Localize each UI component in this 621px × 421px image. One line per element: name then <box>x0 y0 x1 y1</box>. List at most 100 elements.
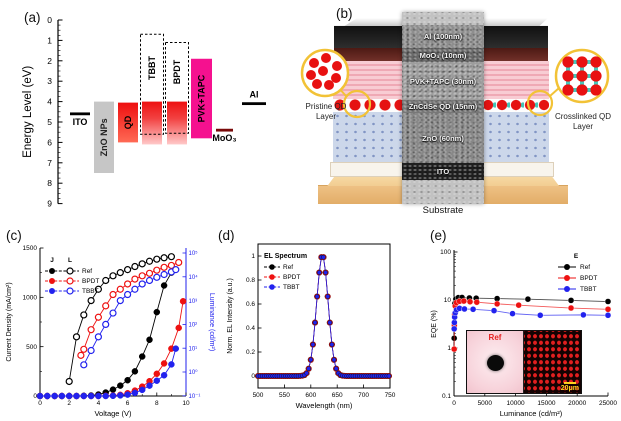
svg-text:500: 500 <box>26 344 37 351</box>
svg-text:ITO: ITO <box>73 117 88 127</box>
svg-text:8: 8 <box>47 178 52 188</box>
svg-text:Ref: Ref <box>82 268 92 275</box>
legend-el: EL Spectrum Ref BPDT TBBT <box>264 253 307 291</box>
svg-text:20000: 20000 <box>568 400 586 407</box>
svg-text:500: 500 <box>253 392 264 399</box>
svg-text:TBBT: TBBT <box>580 286 597 293</box>
svg-text:600: 600 <box>305 392 316 399</box>
series-l-bpdt <box>77 258 183 359</box>
svg-text:0: 0 <box>38 400 42 407</box>
level-qd: QD <box>118 102 138 143</box>
legend-jvl: J L Ref BPDT TBBT <box>45 257 99 295</box>
svg-text:1: 1 <box>251 253 255 260</box>
jvl-chart: 0 2 4 6 8 10 0 500 1000 1500 10⁵ 10⁴ 10³ 10² 10¹ 10⁰ 10⁻… <box>6 245 215 418</box>
qd-array-micrograph: 20μm <box>524 331 581 393</box>
svg-text:Ref: Ref <box>283 264 293 271</box>
svg-text:4: 4 <box>97 400 101 407</box>
svg-text:TBBT: TBBT <box>147 55 157 79</box>
svg-text:Current Density (mA/cm²): Current Density (mA/cm²) <box>6 282 13 361</box>
svg-text:10: 10 <box>182 400 190 407</box>
svg-text:0: 0 <box>452 400 456 407</box>
series-l-ref <box>65 253 175 386</box>
level-zno-nps: ZnO NPs <box>94 101 114 173</box>
device-photo-label: Ref <box>488 333 502 342</box>
svg-text:0.6: 0.6 <box>246 301 255 308</box>
panel-b-device-schematic: (b) Al (100nm) MoO₃ (10nm) PVK+TAPC (30nm)… <box>300 4 621 225</box>
svg-text:J: J <box>50 257 54 264</box>
svg-text:Al: Al <box>250 90 259 100</box>
svg-text:Luminance (cd/m²): Luminance (cd/m²) <box>208 293 215 351</box>
level-bpdt: BPDT <box>165 41 189 145</box>
svg-text:10²: 10² <box>189 323 198 329</box>
device-photo-inset: Ref 20μm <box>466 330 582 394</box>
energy-level-chart: 0 1 2 3 4 5 6 7 8 9 Energy Level (eV) ITO ZnO NPs QD T… <box>22 15 266 209</box>
panel-a-tag: (a) <box>24 10 41 25</box>
panel-c-jvl-chart: (c) 0 2 4 6 8 10 0 500 1000 1500 10⁵ 10⁴ 10³ 10² 10¹ 10… <box>0 226 218 421</box>
svg-text:4: 4 <box>47 97 52 107</box>
svg-text:550: 550 <box>279 392 290 399</box>
panel-a-energy-levels: (a) 0 1 2 3 4 5 6 7 8 9 Energy Level (eV) ITO ZnO NP… <box>0 0 305 225</box>
svg-text:1: 1 <box>447 345 451 352</box>
svg-text:0: 0 <box>251 373 255 380</box>
svg-text:5000: 5000 <box>478 400 493 407</box>
svg-text:6: 6 <box>126 400 130 407</box>
svg-text:Voltage (V): Voltage (V) <box>94 409 132 418</box>
svg-text:MoO₃: MoO₃ <box>212 133 236 143</box>
svg-text:10⁰: 10⁰ <box>189 369 199 376</box>
svg-text:1000: 1000 <box>23 295 38 302</box>
el-spectrum-chart: 500 550 600 650 700 750 0 0.2 0.4 0.6 0.8 1 Waveleng… <box>227 243 396 410</box>
panel-e-tag: (e) <box>430 228 447 243</box>
eqe-chart: 0 5000 10000 15000 20000 25000 100 10 1 0.1 Lumina… <box>431 249 617 418</box>
sem-layer-label-2: PVK+TAPC (30nm) <box>402 62 484 100</box>
panel-d-tag: (d) <box>218 228 235 243</box>
svg-text:Luminance (cd/m²): Luminance (cd/m²) <box>500 409 563 418</box>
level-moo-: MoO₃ <box>212 128 237 143</box>
svg-text:L: L <box>68 257 72 264</box>
svg-text:2: 2 <box>47 56 52 66</box>
crosslinked-qd-layer-label: Crosslinked QD Layer <box>554 112 611 131</box>
svg-text:0.4: 0.4 <box>246 325 255 332</box>
series-el-tbbt <box>255 254 392 379</box>
sem-layer-label-1: MoO₃ (10nm) <box>402 48 484 62</box>
svg-text:0.8: 0.8 <box>246 277 255 284</box>
sem-cross-section-strip: Al (100nm) MoO₃ (10nm) PVK+TAPC (30nm) ZnCd… <box>402 12 484 204</box>
level-ito: ITO <box>70 112 90 127</box>
svg-text:9: 9 <box>47 199 52 209</box>
series-eqe-tbbt <box>450 305 612 333</box>
sem-layer-label-5: ITO <box>402 163 484 180</box>
svg-text:QD: QD <box>123 115 133 129</box>
svg-text:7: 7 <box>47 158 52 168</box>
scale-bar-label: 20μm <box>561 382 579 392</box>
panel-b-tag: (b) <box>336 6 353 21</box>
level-pvk-tapc: PVK+TAPC <box>191 58 212 139</box>
svg-text:10⁴: 10⁴ <box>189 274 199 281</box>
svg-text:15000: 15000 <box>537 400 555 407</box>
svg-text:10⁵: 10⁵ <box>189 250 199 257</box>
svg-text:0: 0 <box>33 393 37 400</box>
level-tbbt: TBBT <box>140 33 164 145</box>
svg-text:0.1: 0.1 <box>442 393 451 400</box>
sem-layer-label-0: Al (100nm) <box>402 25 484 48</box>
panel-e-eqe-chart: (e) 0 5000 10000 15000 20000 25000 100 10 1 0.1 Lu… <box>424 226 621 421</box>
svg-text:BPDT: BPDT <box>172 59 182 84</box>
svg-text:25000: 25000 <box>599 400 617 407</box>
svg-text:10¹: 10¹ <box>189 346 198 352</box>
svg-text:TBBT: TBBT <box>283 284 300 291</box>
svg-text:10: 10 <box>444 297 452 304</box>
svg-text:BPDT: BPDT <box>283 274 300 281</box>
svg-text:Wavelength (nm): Wavelength (nm) <box>296 401 353 410</box>
svg-text:1: 1 <box>47 35 52 45</box>
svg-text:PVK+TAPC: PVK+TAPC <box>197 74 207 122</box>
emission-spot <box>487 355 504 371</box>
svg-text:Ref: Ref <box>580 264 590 271</box>
svg-text:E: E <box>574 253 579 260</box>
svg-text:0.2: 0.2 <box>246 349 255 356</box>
svg-text:5: 5 <box>47 117 52 127</box>
svg-text:Energy Level (eV): Energy Level (eV) <box>22 66 34 158</box>
svg-text:2: 2 <box>67 400 71 407</box>
svg-text:ZnO NPs: ZnO NPs <box>99 118 109 156</box>
sem-layer-label-4: ZnO (60nm) <box>402 113 484 163</box>
svg-text:10000: 10000 <box>507 400 525 407</box>
svg-text:TBBT: TBBT <box>82 288 99 295</box>
